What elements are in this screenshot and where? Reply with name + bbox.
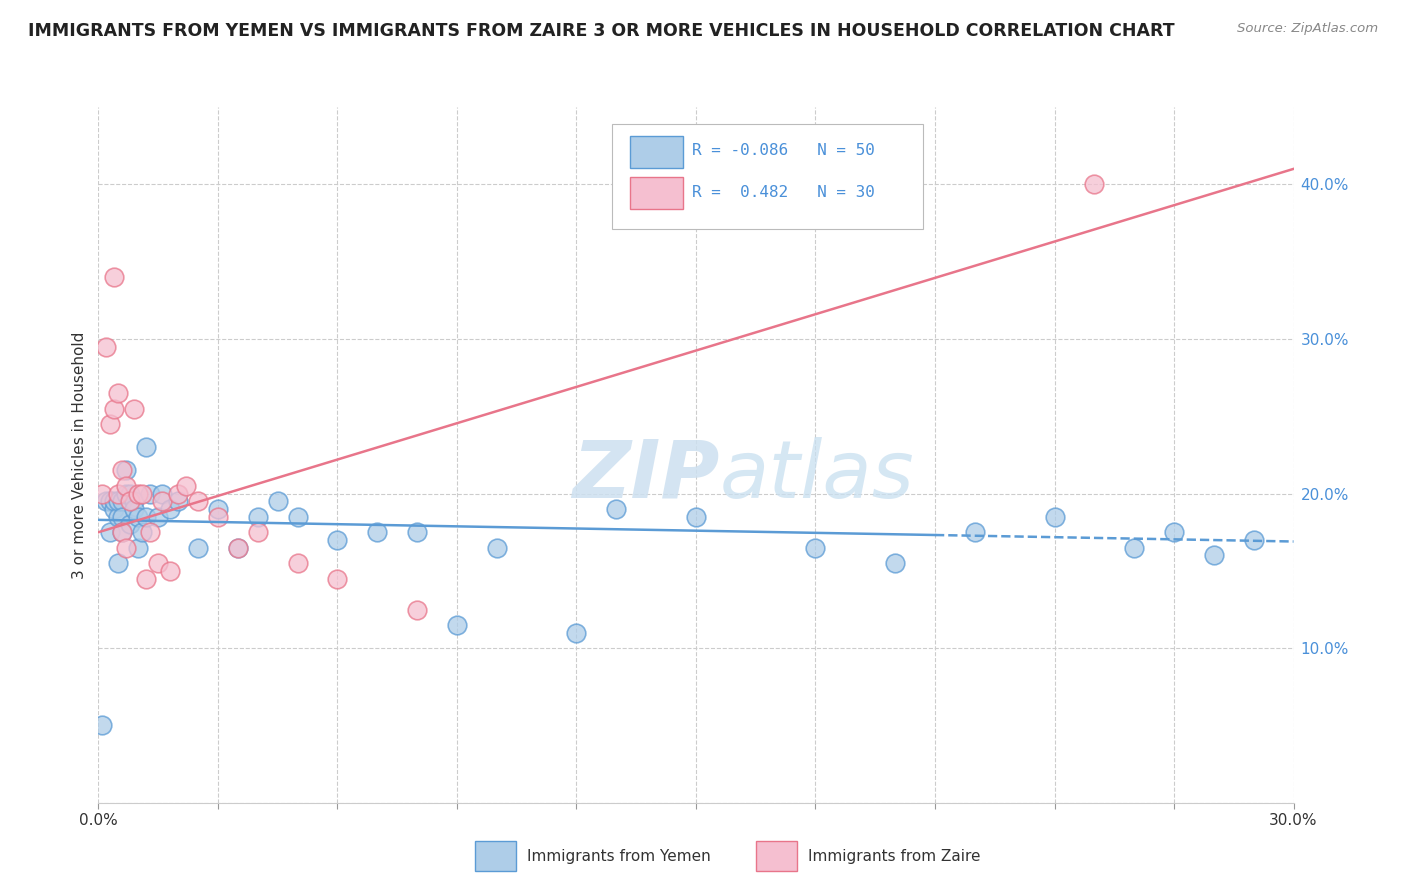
Point	[685, 509, 707, 524]
Point	[124, 494, 146, 508]
Point	[120, 486, 142, 500]
Text: R =  0.482   N = 30: R = 0.482 N = 30	[692, 186, 876, 200]
Point	[1202, 549, 1225, 563]
Point	[135, 572, 157, 586]
Point	[148, 556, 170, 570]
Point	[91, 718, 114, 732]
Point	[111, 509, 134, 524]
Point	[127, 486, 149, 500]
Point	[131, 486, 153, 500]
Point	[565, 625, 588, 640]
Point	[287, 509, 309, 524]
Point	[107, 509, 129, 524]
Point	[1123, 541, 1146, 555]
Y-axis label: 3 or more Vehicles in Household: 3 or more Vehicles in Household	[72, 331, 87, 579]
Point	[287, 556, 309, 570]
Point	[267, 494, 290, 508]
Point	[91, 486, 114, 500]
Point	[127, 509, 149, 524]
Point	[150, 494, 173, 508]
Point	[120, 517, 142, 532]
Point	[187, 541, 209, 555]
Point	[406, 602, 429, 616]
Point	[103, 270, 125, 285]
Point	[115, 463, 138, 477]
Point	[120, 494, 142, 508]
Point	[115, 541, 138, 555]
Text: Immigrants from Zaire: Immigrants from Zaire	[808, 849, 981, 863]
Point	[127, 541, 149, 555]
Point	[103, 494, 125, 508]
Text: Immigrants from Yemen: Immigrants from Yemen	[527, 849, 711, 863]
Point	[174, 479, 197, 493]
Point	[605, 502, 627, 516]
Point	[446, 618, 468, 632]
Point	[115, 486, 138, 500]
Point	[963, 525, 986, 540]
Point	[159, 502, 181, 516]
FancyBboxPatch shape	[613, 124, 922, 229]
Point	[1163, 525, 1185, 540]
Point	[111, 494, 134, 508]
FancyBboxPatch shape	[630, 136, 683, 168]
Point	[406, 525, 429, 540]
Point	[226, 541, 249, 555]
Point	[107, 386, 129, 401]
Point	[111, 525, 134, 540]
Point	[150, 486, 173, 500]
Point	[187, 494, 209, 508]
Point	[485, 541, 508, 555]
Point	[366, 525, 388, 540]
Point	[100, 494, 122, 508]
Point	[103, 401, 125, 416]
Point	[96, 340, 118, 354]
Point	[124, 401, 146, 416]
Point	[159, 564, 181, 578]
Text: R = -0.086   N = 50: R = -0.086 N = 50	[692, 144, 876, 159]
Text: Source: ZipAtlas.com: Source: ZipAtlas.com	[1237, 22, 1378, 36]
FancyBboxPatch shape	[630, 178, 683, 210]
Point	[139, 525, 162, 540]
Point	[96, 494, 118, 508]
Text: ZIP: ZIP	[572, 437, 720, 515]
Point	[1243, 533, 1265, 547]
Point	[246, 525, 269, 540]
Point	[1043, 509, 1066, 524]
Text: atlas: atlas	[720, 437, 915, 515]
Point	[107, 556, 129, 570]
Point	[135, 440, 157, 454]
Point	[326, 533, 349, 547]
Point	[131, 525, 153, 540]
Point	[804, 541, 827, 555]
Point	[167, 486, 190, 500]
Point	[107, 494, 129, 508]
Point	[139, 486, 162, 500]
Point	[100, 417, 122, 431]
Point	[207, 509, 229, 524]
Point	[1083, 178, 1105, 192]
Point	[246, 509, 269, 524]
Point	[111, 525, 134, 540]
Text: IMMIGRANTS FROM YEMEN VS IMMIGRANTS FROM ZAIRE 3 OR MORE VEHICLES IN HOUSEHOLD C: IMMIGRANTS FROM YEMEN VS IMMIGRANTS FROM…	[28, 22, 1175, 40]
Point	[103, 502, 125, 516]
Point	[111, 463, 134, 477]
Point	[135, 509, 157, 524]
Point	[148, 509, 170, 524]
Point	[124, 502, 146, 516]
Point	[226, 541, 249, 555]
Point	[167, 494, 190, 508]
Point	[326, 572, 349, 586]
Point	[100, 525, 122, 540]
Point	[207, 502, 229, 516]
Point	[107, 486, 129, 500]
Point	[884, 556, 907, 570]
Point	[115, 479, 138, 493]
